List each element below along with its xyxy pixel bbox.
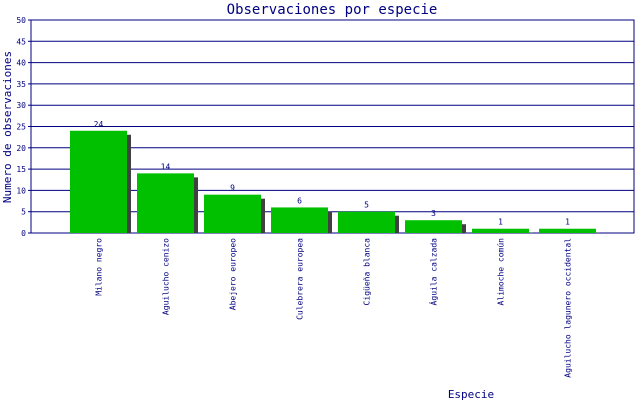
data-label: 3 <box>431 209 436 218</box>
x-tick-label: Águila calzada <box>428 238 439 306</box>
data-label: 1 <box>565 218 570 227</box>
x-tick-label: Aguilucho lagunero occidental <box>564 238 573 378</box>
data-label: 1 <box>498 218 503 227</box>
y-tick-label: 0 <box>21 229 26 238</box>
y-tick-label: 15 <box>16 165 26 174</box>
x-tick-label: Culebrera europea <box>296 238 305 320</box>
x-tick-label: Cigüeña blanca <box>363 238 372 306</box>
y-tick-label: 40 <box>16 59 26 68</box>
bar <box>70 130 127 233</box>
y-tick-label: 35 <box>16 80 26 89</box>
bar <box>204 194 261 233</box>
y-tick-label: 10 <box>16 186 26 195</box>
bar <box>472 228 529 233</box>
bar <box>271 207 328 233</box>
chart-title: Observaciones por especie <box>227 2 438 18</box>
bar <box>539 228 596 233</box>
x-axis-label: Especie <box>448 388 494 400</box>
bar <box>137 173 194 233</box>
data-label: 6 <box>297 196 302 205</box>
x-tick-label: Milano negro <box>95 238 104 296</box>
data-label: 9 <box>230 184 235 193</box>
x-tick-label: Abejero europeo <box>229 238 238 310</box>
y-tick-label: 25 <box>16 123 26 132</box>
y-tick-label: 5 <box>21 208 26 217</box>
y-tick-label: 20 <box>16 144 26 153</box>
y-tick-label: 30 <box>16 101 26 110</box>
x-tick-label: Alimoche común <box>497 238 506 306</box>
bar <box>338 211 395 233</box>
data-label: 14 <box>161 162 171 171</box>
y-tick-label: 50 <box>16 16 26 25</box>
x-tick-label: Aguilucho cenizo <box>162 238 171 315</box>
bar <box>405 220 462 233</box>
y-axis-label: Numero de observaciones <box>1 51 14 203</box>
data-label: 24 <box>94 120 104 129</box>
data-label: 5 <box>364 201 369 210</box>
y-tick-label: 45 <box>16 37 26 46</box>
